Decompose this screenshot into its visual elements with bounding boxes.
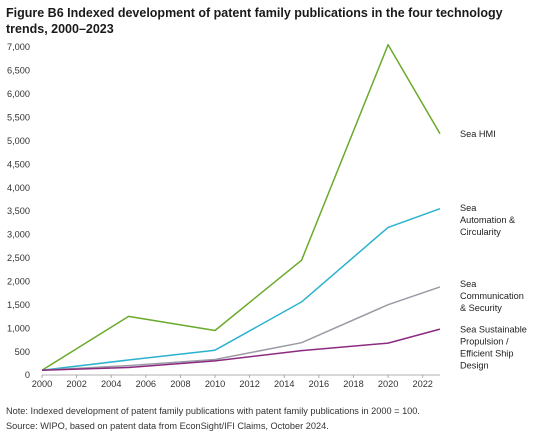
series-label-line: Sea — [460, 203, 477, 213]
y-tick-label: 7,000 — [7, 42, 30, 52]
series-label-line: Communication — [460, 291, 524, 301]
series-label-line: Sea Sustainable — [460, 324, 527, 334]
x-tick-label: 2018 — [343, 379, 363, 389]
series-line — [41, 43, 441, 371]
y-tick-label: 4,000 — [7, 183, 30, 193]
chart-footer: Note: Indexed development of patent fami… — [6, 404, 531, 434]
series-label-line: Design — [460, 360, 489, 370]
x-tick-label: 2010 — [205, 379, 225, 389]
x-tick-label: 2014 — [274, 379, 294, 389]
y-tick-label: 6,000 — [7, 89, 30, 99]
line-chart: 0 500 1,000 1,500 2,000 2,500 3,000 3,500 4,000 4… — [7, 42, 527, 389]
y-tick-label: 2,000 — [7, 276, 30, 286]
series-label-line: Automation & — [460, 215, 515, 225]
chart-note: Note: Indexed development of patent fami… — [6, 406, 420, 416]
y-tick-label: 0 — [25, 370, 30, 380]
chart-source: Source: WIPO, based on patent data from … — [6, 421, 329, 431]
x-tick-label: 2002 — [66, 379, 86, 389]
y-tick-label: 4,500 — [7, 159, 30, 169]
y-tick-label: 500 — [15, 347, 30, 357]
series-label-line: & Security — [460, 303, 502, 313]
x-tick-label: 2020 — [378, 379, 398, 389]
series-line — [41, 207, 441, 372]
x-tick-label: 2016 — [309, 379, 329, 389]
series-line — [41, 286, 441, 372]
chart-title: Figure B6 Indexed development of patent … — [6, 6, 503, 36]
series-line — [41, 328, 441, 372]
series-label: Sea Communication & Security — [460, 279, 524, 313]
x-tick-label: 2000 — [32, 379, 52, 389]
series-label: Sea Automation & Circularity — [460, 203, 515, 237]
series-label: Sea Sustainable Propulsion / Efficient Shi… — [460, 324, 527, 370]
series-label: Sea HMI — [460, 129, 496, 139]
x-tick-label: 2006 — [136, 379, 156, 389]
x-tick-label: 2012 — [239, 379, 259, 389]
y-tick-label: 3,500 — [7, 206, 30, 216]
series-label-line: Sea HMI — [460, 129, 496, 139]
y-tick-label: 1,000 — [7, 323, 30, 333]
y-tick-label: 5,500 — [7, 112, 30, 122]
series-label-line: Circularity — [460, 227, 501, 237]
series-label-line: Sea — [460, 279, 477, 289]
y-tick-label: 2,500 — [7, 253, 30, 263]
y-tick-label: 1,500 — [7, 300, 30, 310]
series-label-line: Efficient Ship — [460, 348, 513, 358]
x-tick-label: 2004 — [101, 379, 121, 389]
y-tick-label: 6,500 — [7, 66, 30, 76]
x-tick-label: 2022 — [412, 379, 432, 389]
x-tick-label: 2008 — [170, 379, 190, 389]
y-tick-label: 5,000 — [7, 136, 30, 146]
y-tick-label: 3,000 — [7, 230, 30, 240]
series-label-line: Propulsion / — [460, 336, 509, 346]
